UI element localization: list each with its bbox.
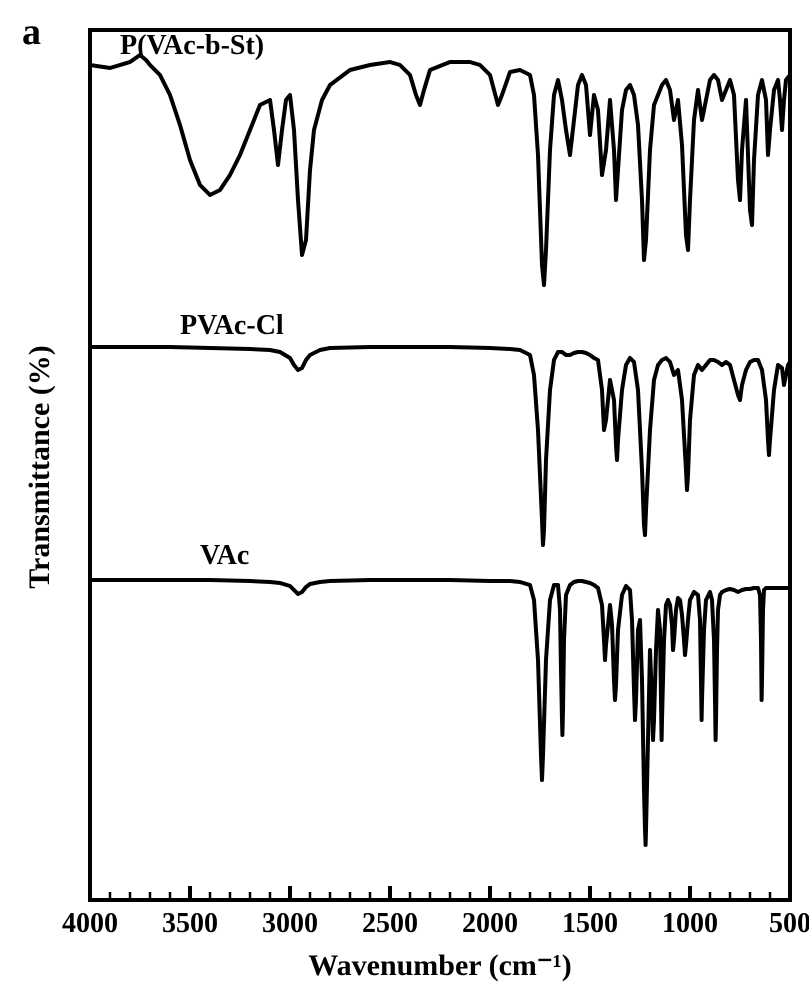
x-tick-label: 1500	[550, 908, 630, 940]
x-tick-label: 1000	[650, 908, 730, 940]
x-tick-label: 2000	[450, 908, 530, 940]
x-tick-label: 2500	[350, 908, 430, 940]
panel-label: a	[22, 10, 41, 54]
spectrum-line	[90, 580, 790, 845]
spectrum-line	[90, 55, 790, 285]
x-tick-label: 3000	[250, 908, 330, 940]
y-axis-label: Transmittance (%)	[23, 337, 57, 597]
series-label-vac: VAc	[200, 540, 249, 572]
ftir-chart: a P(VAc-b-St) PVAc-Cl VAc Transmittance …	[0, 0, 809, 1003]
x-tick-label: 500	[750, 908, 809, 940]
x-tick-label: 3500	[150, 908, 230, 940]
x-tick-label: 4000	[50, 908, 130, 940]
spectrum-line	[90, 347, 790, 545]
series-label-pvac-cl: PVAc-Cl	[180, 310, 284, 342]
series-label-pvac-b-st: P(VAc-b-St)	[120, 30, 264, 62]
x-axis-label: Wavenumber (cm⁻¹)	[280, 948, 600, 983]
chart-svg	[0, 0, 809, 1003]
